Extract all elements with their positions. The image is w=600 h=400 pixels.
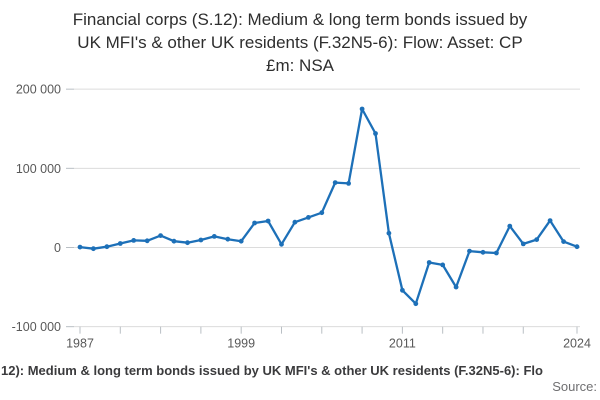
data-point [359, 106, 365, 112]
x-axis-label: 1999 [227, 337, 255, 351]
data-point [386, 230, 392, 236]
footer-caption: 12): Medium & long term bonds issued by … [0, 363, 600, 380]
data-point [91, 246, 96, 252]
data-point [426, 260, 432, 265]
data-point [494, 250, 499, 256]
data-point [520, 241, 526, 247]
data-point [171, 238, 177, 244]
data-point [547, 218, 553, 224]
y-axis-label: -100 000 [12, 320, 61, 334]
data-point [413, 301, 419, 307]
data-point [292, 219, 298, 225]
data-point [211, 234, 217, 239]
data-point [561, 239, 566, 245]
data-point [440, 262, 446, 268]
y-axis-label: 0 [54, 241, 61, 255]
data-point [238, 238, 244, 244]
data-point [265, 218, 271, 224]
data-point [574, 244, 580, 250]
chart-title: Financial corps (S.12): Medium & long te… [0, 8, 600, 77]
line-chart: 200 000 100 000 0 -100 000 1987 1999 2011 2024 [12, 83, 591, 351]
data-point [400, 287, 405, 293]
data-point [117, 241, 123, 246]
data-point [306, 215, 311, 220]
data-point [252, 220, 257, 226]
data-point [319, 210, 325, 216]
footer-caption-text: 12): Medium & long term bonds issued by … [1, 363, 543, 378]
plot-area: 200 000 100 000 0 -100 000 1987 1999 2011 2024 [0, 80, 600, 360]
data-point [144, 238, 150, 244]
data-point [453, 284, 459, 290]
data-line [78, 107, 579, 305]
data-point [332, 180, 338, 185]
y-axis-label: 200 000 [16, 83, 61, 97]
chart-title-line-3: £m: NSA [265, 56, 335, 75]
x-axis-label: 2011 [389, 337, 416, 351]
data-point [198, 237, 204, 243]
data-point [373, 131, 378, 136]
data-point [467, 248, 472, 254]
x-axis-label: 1987 [66, 337, 94, 351]
data-point [225, 236, 231, 242]
y-axis-label: 100 000 [16, 162, 61, 176]
data-point [346, 181, 351, 186]
source-label: Source: [552, 379, 597, 394]
data-point [77, 244, 83, 250]
data-point [158, 233, 164, 239]
data-point [507, 223, 513, 229]
chart-title-line-2: UK MFI's & other UK residents (F.32N5-6)… [77, 33, 523, 52]
data-point [534, 237, 540, 243]
data-point [279, 241, 284, 247]
data-point [480, 249, 486, 255]
data-point [104, 244, 110, 250]
data-point [185, 240, 190, 246]
data-point [131, 238, 137, 243]
x-axis-label: 2024 [563, 337, 591, 351]
chart-title-line-1: Financial corps (S.12): Medium & long te… [72, 10, 528, 29]
